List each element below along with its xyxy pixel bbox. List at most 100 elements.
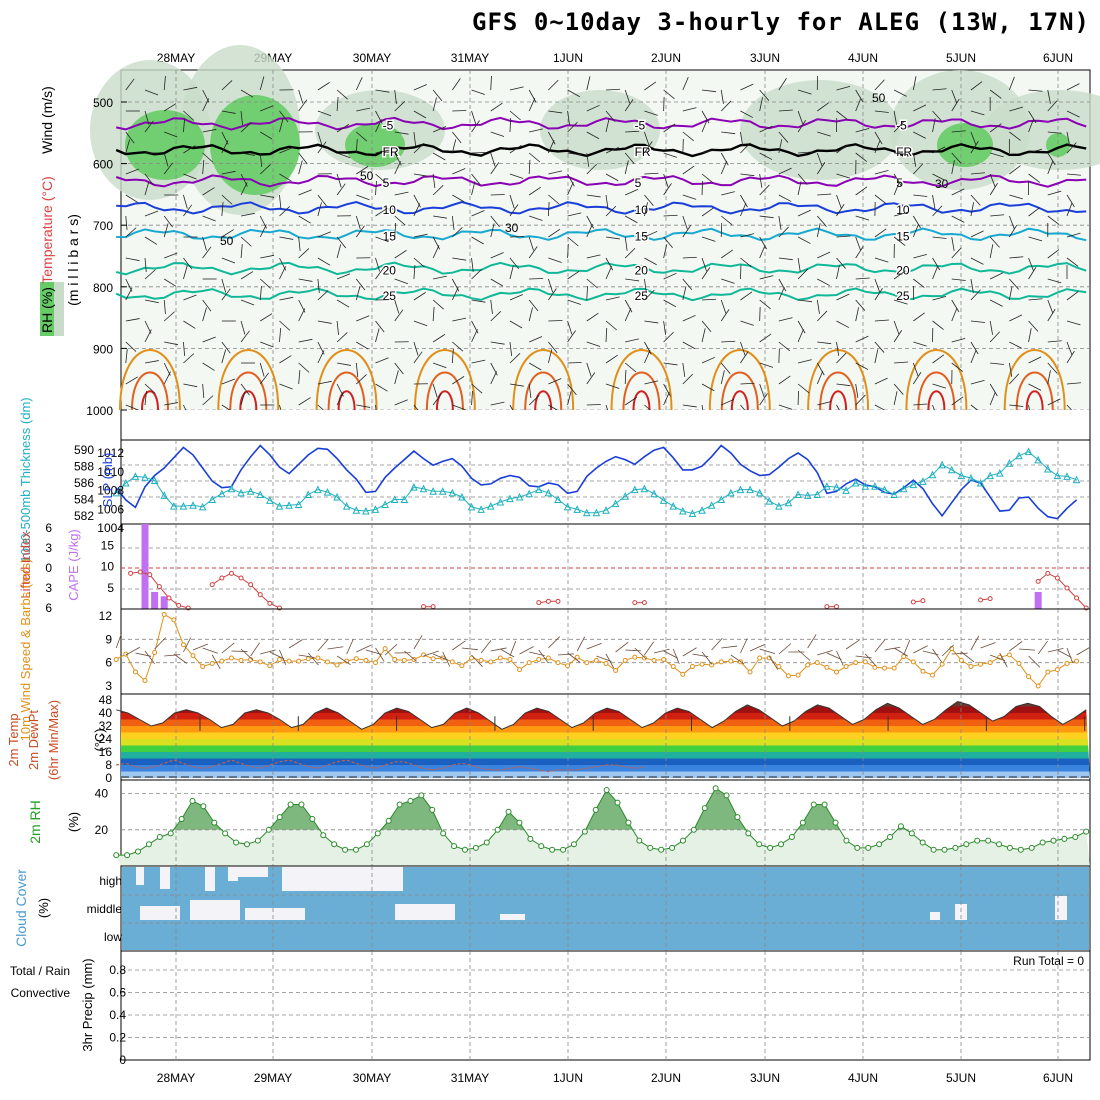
rh2m-marker — [832, 819, 839, 826]
precip-total-label: Total / Rain — [10, 964, 70, 978]
wind-barb — [913, 163, 924, 175]
wind10-marker — [930, 672, 936, 678]
wind10-marker — [776, 664, 782, 670]
wind-barb — [336, 152, 351, 159]
thickness-marker — [871, 482, 879, 490]
wind-barb — [509, 352, 521, 364]
wind10-barb — [874, 639, 886, 653]
wind-barb — [990, 152, 1004, 158]
wind-barb — [1047, 362, 1058, 374]
wind-barb — [874, 169, 889, 175]
wind-barb — [701, 236, 716, 242]
rh-shade — [540, 90, 660, 170]
wind-barb — [797, 110, 804, 125]
wind-barb — [797, 320, 806, 334]
wind-barb — [490, 341, 505, 345]
thickness-marker — [1072, 475, 1081, 484]
wind10-barb — [576, 636, 586, 652]
rh2m-marker — [396, 801, 403, 808]
rh-legend-swatch-2 — [54, 282, 64, 336]
wind10-marker — [536, 657, 542, 663]
temp-contour-40 — [829, 390, 848, 411]
wind-barb — [356, 315, 370, 322]
wind-barb — [720, 309, 730, 322]
wind10-barb — [855, 655, 872, 659]
wind-barb — [663, 244, 668, 259]
wind10-marker — [1074, 658, 1080, 664]
wind-barb — [375, 257, 380, 272]
wind-barb — [624, 236, 628, 251]
wind-barb — [778, 139, 783, 154]
wind-barb — [1009, 194, 1023, 200]
wind-barb — [913, 403, 928, 406]
rh2m-marker — [952, 844, 959, 851]
thickness-marker — [909, 480, 918, 489]
wind-barb — [432, 184, 444, 196]
wind-barb — [471, 120, 480, 133]
li-marker — [176, 602, 182, 608]
wind-barb — [125, 349, 128, 364]
thickness-marker — [266, 496, 274, 504]
wind-barb — [490, 401, 505, 406]
thickness-marker — [506, 494, 514, 503]
cloud-unit-label: (%) — [36, 898, 51, 918]
wind-barb — [471, 383, 483, 394]
wind-barb — [816, 223, 821, 238]
wind-barb — [989, 236, 1000, 248]
wind-barb — [259, 224, 267, 238]
wind-barb — [682, 286, 687, 301]
wind-barb — [989, 299, 1003, 307]
rh2m-marker — [963, 841, 970, 848]
wind-barb — [125, 376, 139, 385]
wind-barb — [644, 341, 652, 355]
precip-tick-label: 0 — [119, 1053, 126, 1067]
wind-barb — [298, 362, 310, 373]
wind-barb — [202, 299, 212, 312]
rh2m-marker — [679, 837, 686, 844]
wind-barb — [759, 275, 774, 280]
wind-barb — [1047, 160, 1054, 175]
wind-barb — [624, 396, 638, 406]
wind-barb — [1009, 404, 1024, 407]
thickness-marker — [861, 482, 870, 490]
wind-barb — [375, 119, 382, 133]
temp-contour-label: FR — [383, 145, 399, 159]
wind10-marker — [641, 655, 647, 661]
wind-barb — [375, 328, 380, 343]
wind10-barb — [884, 646, 901, 651]
rh2m-marker — [897, 823, 904, 830]
wind-barb — [125, 227, 137, 238]
thickness-marker — [218, 489, 226, 498]
wind-barb — [509, 144, 522, 154]
wind-barb — [989, 391, 996, 406]
date-label-top: 2JUN — [651, 51, 681, 65]
thickness-marker — [342, 501, 351, 510]
wind-barb — [432, 383, 438, 398]
wind10-marker — [632, 654, 638, 660]
wind-barb — [144, 120, 154, 133]
temp-contour-label: -5 — [383, 119, 394, 133]
wind10-barb — [211, 654, 221, 670]
wind-barb — [836, 110, 848, 120]
wind-barb — [663, 299, 677, 308]
wind-barb — [682, 194, 697, 200]
rh2m-marker — [483, 839, 490, 846]
slp-line — [115, 444, 1078, 520]
wind10-barb — [980, 642, 996, 649]
wind-barb — [394, 191, 409, 196]
wind-barb — [1066, 341, 1073, 356]
wind-barb — [413, 173, 428, 177]
wind-barb — [817, 401, 831, 406]
run-total-label: Run Total = 0 — [1013, 954, 1084, 968]
date-label-top: 5JUN — [946, 51, 976, 65]
wind-barb — [894, 361, 909, 364]
wind10-tick-label: 12 — [99, 609, 113, 623]
wind-barb — [970, 230, 984, 238]
wind-barb — [721, 249, 733, 259]
wind-barb — [989, 182, 998, 196]
temp-contour-40 — [337, 390, 356, 411]
temp-contour-30 — [119, 349, 181, 411]
wind-barb — [567, 212, 582, 217]
wind-barb — [260, 194, 275, 198]
rh2m-marker — [865, 844, 872, 851]
